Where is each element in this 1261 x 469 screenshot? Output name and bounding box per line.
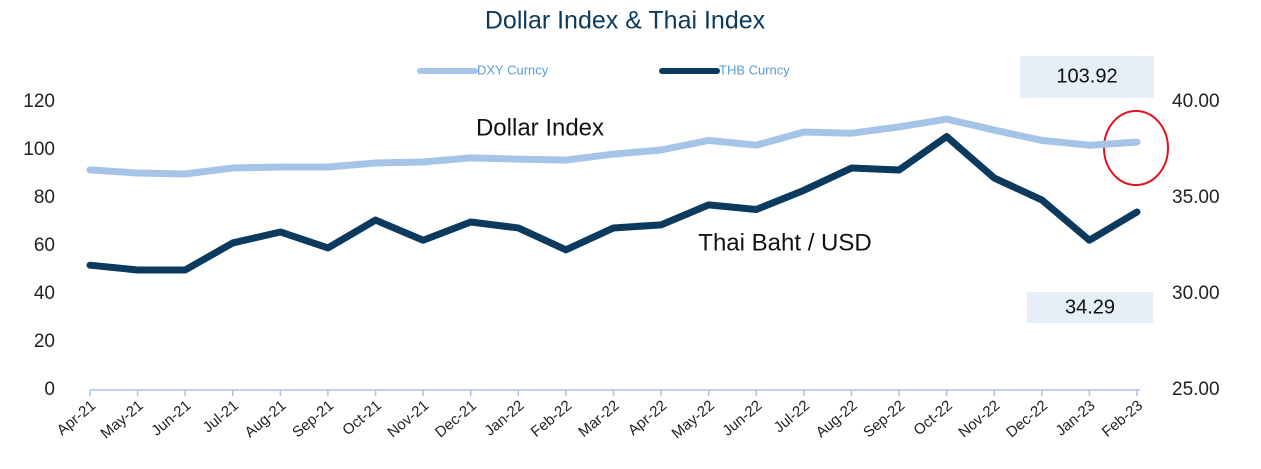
y-tick-label: 120 xyxy=(23,91,55,112)
x-tick-label: Nov-22 xyxy=(955,397,1003,441)
y-tick-label: 100 xyxy=(23,139,55,160)
x-tick-label: Jun-21 xyxy=(148,397,194,440)
x-tick-label: Mar-22 xyxy=(575,397,622,441)
series-line xyxy=(86,115,1141,178)
annotation: 34.29 xyxy=(1065,296,1115,318)
x-tick-label: Aug-21 xyxy=(242,397,290,441)
x-tick-label: Apr-22 xyxy=(625,397,670,439)
y-tick-label: 40 xyxy=(34,283,55,304)
y2-tick-label: 25.00 xyxy=(1172,379,1220,400)
x-tick-label: May-21 xyxy=(97,397,146,442)
highlight-circle xyxy=(1103,110,1169,186)
x-tick-label: Apr-21 xyxy=(54,397,99,439)
x-tick-label: Sep-22 xyxy=(860,397,908,441)
y-tick-label: 80 xyxy=(34,187,55,208)
x-tick-label: Oct-22 xyxy=(910,397,955,439)
y2-tick-label: 30.00 xyxy=(1172,283,1220,304)
series-line xyxy=(86,133,1141,274)
legend-label: THB Curncy xyxy=(719,62,790,77)
x-tick-label: Aug-22 xyxy=(813,397,861,441)
x-tick-label: Jan-23 xyxy=(1052,397,1098,440)
x-tick-label: Nov-21 xyxy=(384,397,432,441)
y-tick-label: 20 xyxy=(34,331,55,352)
x-tick-label: Dec-21 xyxy=(432,397,480,441)
x-tick-label: Jul-22 xyxy=(771,397,813,436)
legend-label: DXY Curncy xyxy=(477,62,549,77)
y2-tick-label: 35.00 xyxy=(1172,187,1220,208)
x-tick-label: Feb-22 xyxy=(528,397,575,441)
x-tick-label: Jun-22 xyxy=(719,397,765,440)
x-tick-label: Jul-21 xyxy=(200,397,242,436)
y-tick-label: 60 xyxy=(34,235,55,256)
x-tick-label: Jan-22 xyxy=(481,397,527,440)
x-tick-label: Feb-23 xyxy=(1099,397,1146,441)
annotation: 103.92 xyxy=(1056,65,1117,87)
x-tick-label: May-22 xyxy=(669,397,718,442)
chart-title: Dollar Index & Thai Index xyxy=(485,7,766,35)
y-tick-label: 0 xyxy=(44,379,55,400)
annotation-box xyxy=(1020,56,1154,98)
x-tick-label: Sep-21 xyxy=(289,397,337,441)
annotation: Thai Baht / USD xyxy=(698,229,871,256)
x-tick-label: Oct-21 xyxy=(339,397,384,439)
x-tick-label: Dec-22 xyxy=(1003,397,1051,441)
annotation-box xyxy=(1027,292,1153,323)
annotation: Dollar Index xyxy=(476,114,604,141)
y2-tick-label: 40.00 xyxy=(1172,91,1220,112)
